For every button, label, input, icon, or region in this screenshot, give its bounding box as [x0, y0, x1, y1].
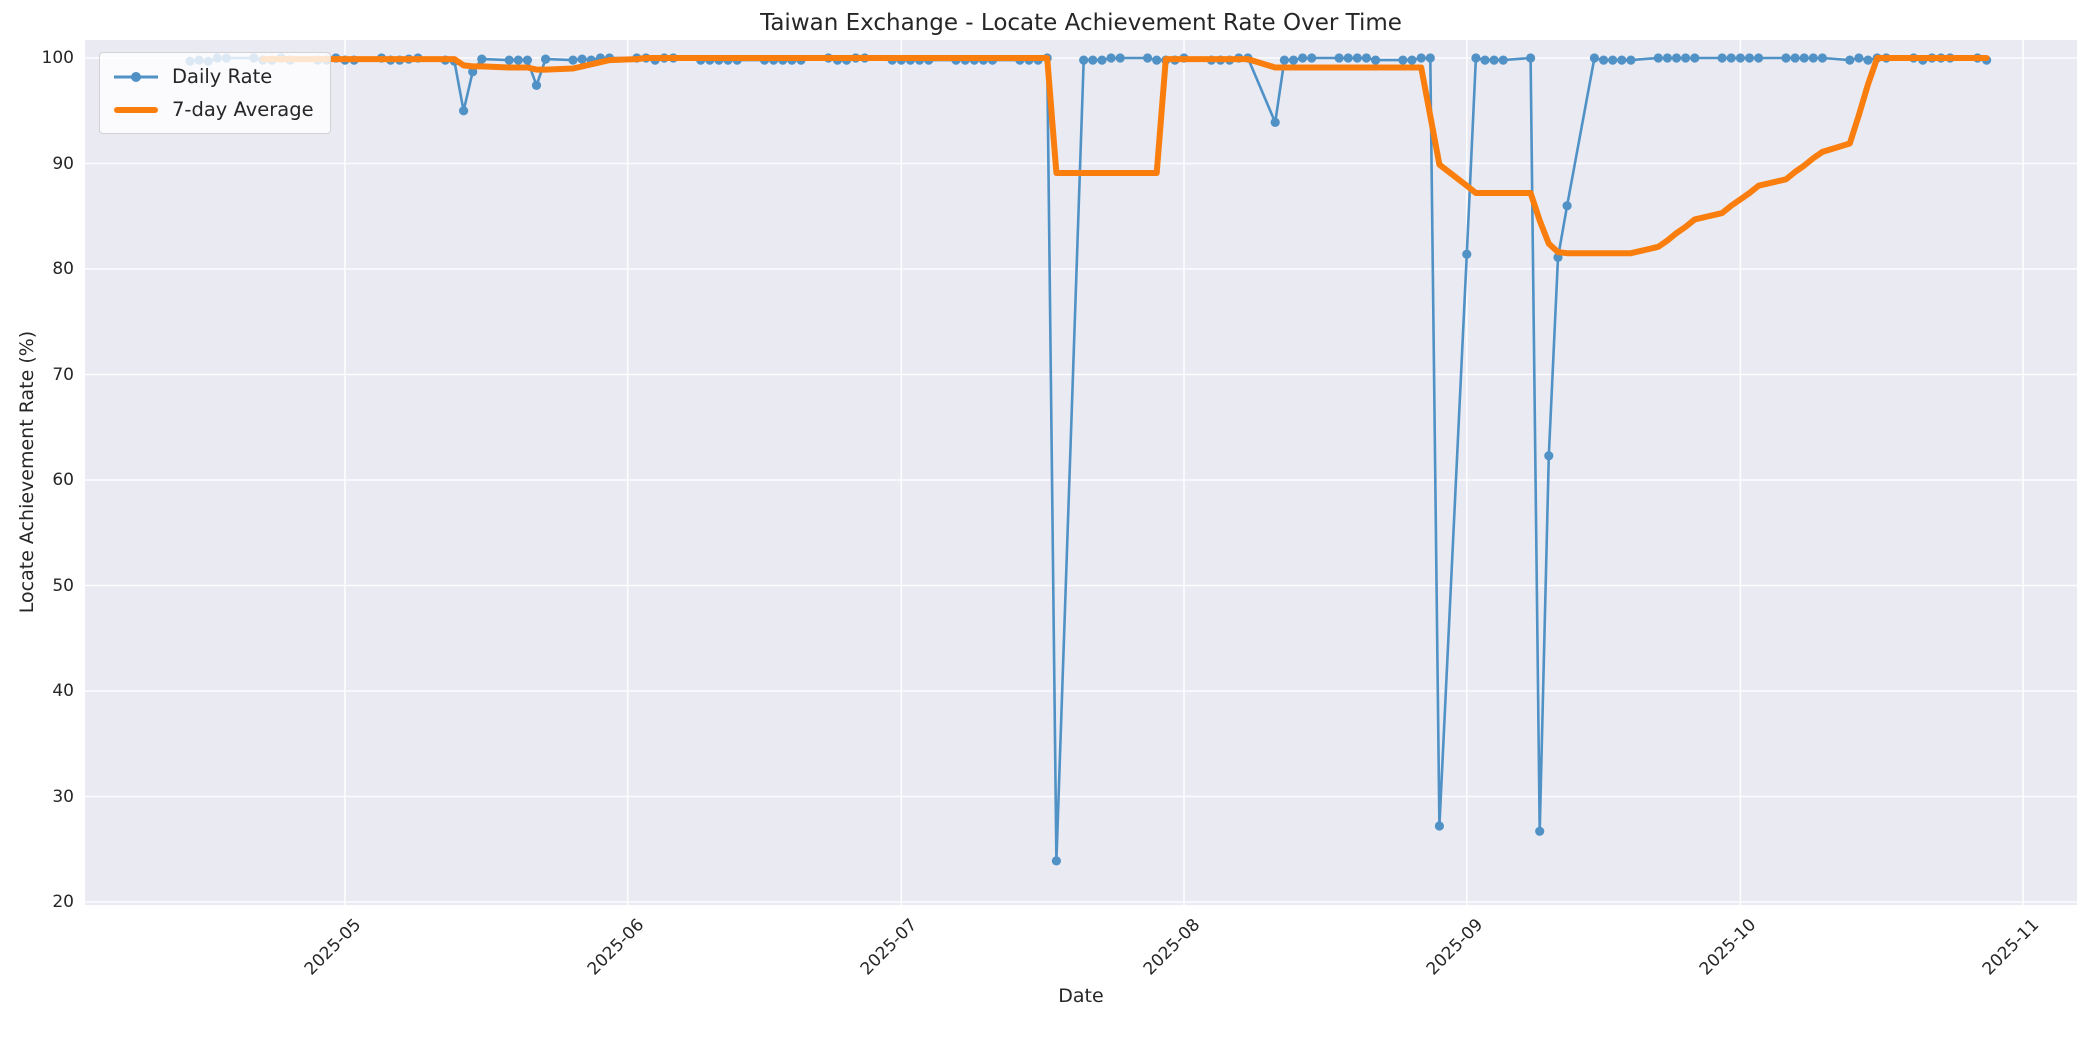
chart-legend: Daily Rate 7-day Average — [99, 52, 331, 134]
plot-background — [85, 40, 2077, 905]
y-tick-label: 90 — [52, 153, 74, 174]
daily-rate-line-marker-icon — [114, 71, 158, 83]
y-tick-label: 70 — [52, 364, 74, 385]
legend-label-7day-average: 7-day Average — [172, 98, 314, 121]
y-tick-label: 50 — [52, 575, 74, 596]
y-tick-label: 40 — [52, 681, 74, 701]
legend-entry-7day-average: 7-day Average — [114, 98, 314, 121]
y-tick-label: 30 — [52, 786, 74, 807]
y-tick-label: 100 — [41, 48, 74, 68]
x-axis-label: Date — [1058, 985, 1104, 1007]
legend-entry-daily-rate: Daily Rate — [114, 65, 314, 88]
seven-day-average-line — [259, 55, 1990, 257]
average-line-icon — [114, 104, 158, 116]
y-tick-label: 20 — [52, 892, 74, 912]
legend-label-daily-rate: Daily Rate — [172, 65, 273, 88]
chart-title: Taiwan Exchange - Locate Achievement Rat… — [760, 10, 1402, 36]
y-tick-label: 80 — [52, 259, 74, 279]
y-tick-label: 60 — [52, 470, 74, 490]
